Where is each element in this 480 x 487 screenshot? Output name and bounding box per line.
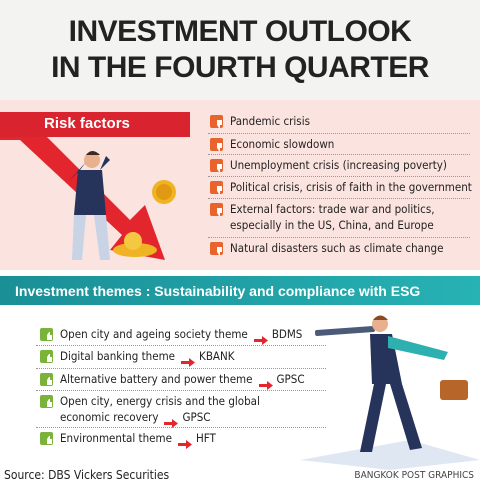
thumb-up-icon [40, 395, 53, 408]
theme-item-text: economic recovery [60, 410, 159, 424]
arrow-icon [253, 330, 268, 345]
thumb-glyph [43, 332, 52, 340]
thumb-glyph [213, 143, 222, 151]
risk-illustration [0, 120, 176, 260]
risk-item-text: especially in the US, China, and Europe [230, 218, 434, 232]
credit: BANGKOK POST GRAPHICS [354, 470, 474, 481]
title-line: INVESTMENT OUTLOOK [68, 15, 412, 48]
thumb-glyph [213, 120, 222, 128]
themes-illustration [300, 315, 480, 470]
ticker: HFT [195, 431, 216, 445]
risk-item-text: External factors: trade war and politics… [230, 202, 435, 216]
thumb-down-icon [210, 115, 223, 128]
title-band [0, 0, 480, 100]
thumb-glyph [43, 436, 52, 444]
thumb-glyph [213, 164, 222, 172]
thumb-down-icon [210, 181, 223, 194]
separator [36, 427, 326, 428]
ticker: GPSC [276, 372, 305, 386]
thumb-up-icon [40, 328, 53, 341]
arrow-glyph [177, 440, 192, 449]
risk-heading-bar [0, 112, 190, 137]
thumb-glyph [43, 354, 52, 362]
separator [36, 368, 326, 369]
arrow-glyph [181, 358, 196, 367]
thumb-glyph [213, 247, 222, 255]
thumb-up-icon [40, 432, 53, 445]
ticker: BDMS [271, 327, 303, 341]
thumb-glyph [213, 208, 222, 216]
thumb-up-icon [40, 373, 53, 386]
separator [36, 345, 326, 346]
arrow-icon [177, 434, 192, 449]
theme-item-text: Open city, energy crisis and the global [60, 394, 260, 408]
thumb-up-icon [40, 350, 53, 363]
separator [208, 237, 470, 238]
risk-heading: Risk factors [44, 115, 130, 132]
arrow-glyph [164, 419, 179, 428]
separator [208, 198, 470, 199]
thumb-glyph [213, 186, 222, 194]
theme-item-text: Alternative battery and power theme [60, 372, 253, 386]
arrow-icon [258, 375, 273, 390]
title: INVESTMENT OUTLOOK IN THE FOURTH QUARTER [0, 14, 480, 86]
risk-item-text: Economic slowdown [230, 137, 335, 151]
risk-item-text: Political crisis, crisis of faith in the… [230, 180, 472, 194]
separator [208, 133, 470, 134]
thumb-glyph [43, 377, 52, 385]
thumb-down-icon [210, 159, 223, 172]
separator [208, 154, 470, 155]
arrow-icon [181, 352, 196, 367]
thumb-down-icon [210, 242, 223, 255]
thumb-down-icon [210, 203, 223, 216]
risk-item-text: Natural disasters such as climate change [230, 241, 444, 255]
ticker: KBANK [199, 349, 235, 363]
separator [36, 390, 326, 391]
title-line: IN THE FOURTH QUARTER [51, 51, 429, 84]
arrow-icon [164, 413, 179, 428]
thumb-glyph [43, 399, 52, 407]
arrow-glyph [253, 336, 268, 345]
risk-item-text: Unemployment crisis (increasing poverty) [230, 158, 447, 172]
themes-heading-bar [0, 276, 480, 305]
theme-item-text: Open city and ageing society theme [60, 327, 248, 341]
ticker: GPSC [182, 410, 211, 424]
themes-heading: Investment themes : Sustainability and c… [15, 283, 421, 299]
arrow-glyph [258, 381, 273, 390]
source: Source: DBS Vickers Securities [4, 468, 170, 482]
risk-item-text: Pandemic crisis [230, 114, 310, 128]
theme-item-text: Digital banking theme [60, 349, 176, 363]
thumb-down-icon [210, 138, 223, 151]
separator [208, 176, 470, 177]
theme-item-text: Environmental theme [60, 431, 172, 445]
